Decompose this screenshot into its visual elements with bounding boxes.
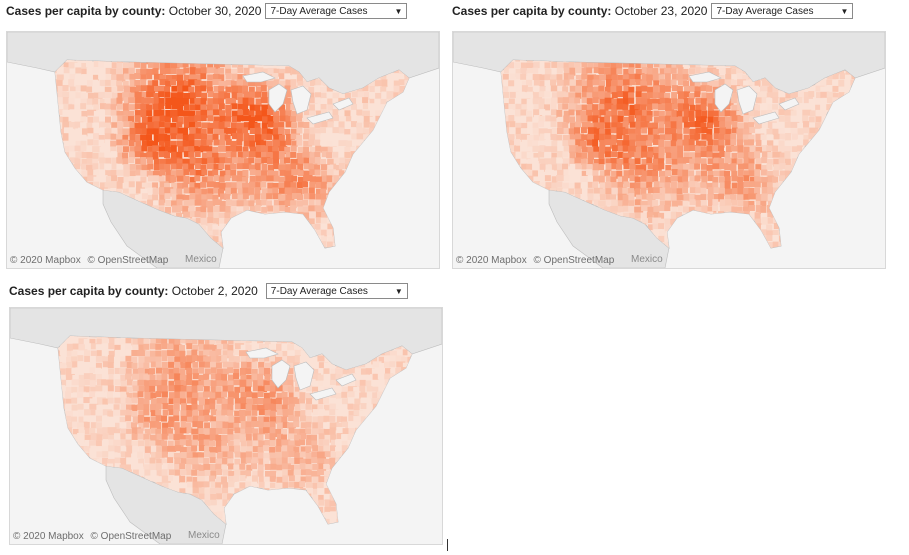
map-attribution: © 2020 Mapbox © OpenStreetMap — [13, 531, 175, 542]
map-canvas[interactable]: Mexico — [7, 32, 439, 268]
chevron-down-icon[interactable]: ▼ — [840, 6, 849, 16]
great-lake — [714, 83, 734, 113]
map-panel-oct-23: Cases per capita by county: October 23, … — [452, 0, 886, 270]
great-lake — [332, 97, 354, 111]
chevron-down-icon[interactable]: ▼ — [394, 6, 403, 16]
great-lake — [268, 83, 288, 113]
osm-attribution[interactable]: © OpenStreetMap — [533, 255, 615, 266]
choropleth-map[interactable]: Mexico © 2020 Mapbox © OpenStreetMap — [6, 31, 440, 269]
great-lake — [245, 347, 279, 359]
mapbox-attribution[interactable]: © 2020 Mapbox — [13, 531, 84, 542]
chevron-down-icon[interactable]: ▼ — [394, 286, 403, 296]
measure-dropdown-value: 7-Day Average Cases — [270, 285, 368, 297]
great-lake — [752, 111, 780, 125]
map-panel-oct-30: Cases per capita by county: October 30, … — [6, 0, 440, 270]
great-lake — [306, 111, 334, 125]
panel-header: Cases per capita by county: October 23, … — [452, 0, 854, 22]
panel-title: Cases per capita by county: October 30, … — [6, 4, 262, 18]
panel-title: Cases per capita by county: October 2, 2… — [9, 284, 258, 298]
great-lake — [736, 85, 758, 115]
measure-dropdown[interactable]: 7-Day Average Cases ▼ — [265, 3, 408, 19]
great-lake — [688, 71, 722, 83]
choropleth-map[interactable]: Mexico © 2020 Mapbox © OpenStreetMap — [452, 31, 886, 269]
osm-attribution[interactable]: © OpenStreetMap — [90, 531, 172, 542]
mapbox-attribution[interactable]: © 2020 Mapbox — [10, 255, 81, 266]
country-label-mexico: Mexico — [188, 530, 220, 541]
great-lake — [309, 387, 337, 401]
map-panel-oct-2: Cases per capita by county: October 2, 2… — [9, 277, 443, 547]
mapbox-attribution[interactable]: © 2020 Mapbox — [456, 255, 527, 266]
great-lake — [271, 359, 291, 389]
map-canvas[interactable]: Mexico — [453, 32, 885, 268]
osm-attribution[interactable]: © OpenStreetMap — [87, 255, 169, 266]
panel-title: Cases per capita by county: October 23, … — [452, 4, 708, 18]
country-label-mexico: Mexico — [185, 254, 217, 265]
map-canvas[interactable]: Mexico — [10, 308, 442, 544]
measure-dropdown-value: 7-Day Average Cases — [270, 5, 368, 17]
panel-header: Cases per capita by county: October 30, … — [6, 0, 408, 22]
great-lake — [290, 85, 312, 115]
measure-dropdown-value: 7-Day Average Cases — [716, 5, 814, 17]
measure-dropdown[interactable]: 7-Day Average Cases ▼ — [265, 283, 408, 299]
choropleth-map[interactable]: Mexico © 2020 Mapbox © OpenStreetMap — [9, 307, 443, 545]
map-attribution: © 2020 Mapbox © OpenStreetMap — [10, 255, 172, 266]
great-lake — [242, 71, 276, 83]
great-lake — [293, 361, 315, 391]
measure-dropdown[interactable]: 7-Day Average Cases ▼ — [711, 3, 854, 19]
country-label-mexico: Mexico — [631, 254, 663, 265]
map-attribution: © 2020 Mapbox © OpenStreetMap — [456, 255, 618, 266]
great-lake — [778, 97, 800, 111]
text-cursor — [447, 539, 448, 551]
great-lake — [335, 373, 357, 387]
panel-header: Cases per capita by county: October 2, 2… — [9, 280, 408, 302]
